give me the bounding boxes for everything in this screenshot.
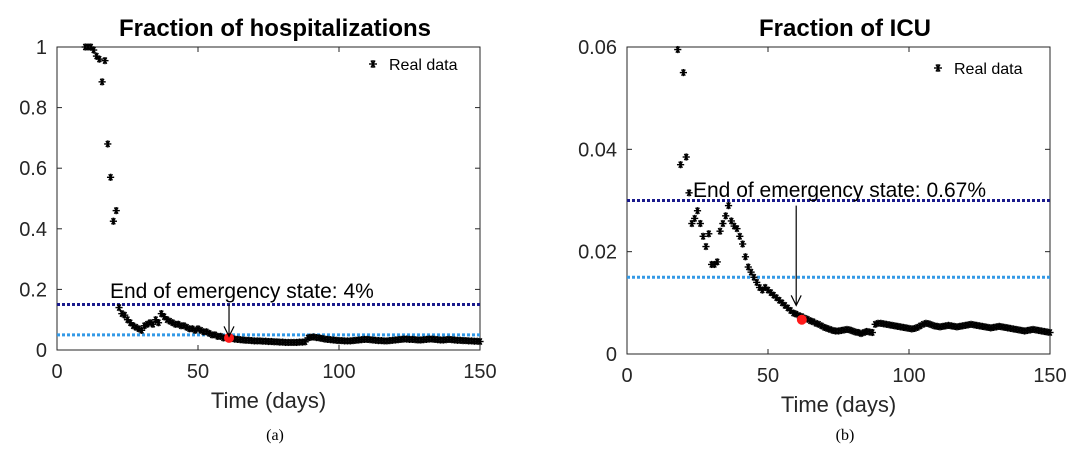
data-point bbox=[154, 319, 163, 327]
data-point bbox=[106, 173, 115, 181]
y-tick-label: 0.2 bbox=[19, 279, 47, 301]
chart-title: Fraction of hospitalizations bbox=[119, 15, 431, 42]
data-point bbox=[722, 212, 730, 220]
data-point bbox=[104, 140, 112, 148]
x-tick-label: 0 bbox=[51, 361, 62, 383]
data-series-real-data bbox=[674, 45, 1054, 338]
data-point bbox=[747, 268, 755, 276]
data-point bbox=[739, 240, 747, 248]
annotation-arrow-head bbox=[223, 326, 235, 338]
x-tick-label: 100 bbox=[322, 361, 355, 383]
data-point bbox=[705, 230, 713, 238]
data-point bbox=[679, 68, 687, 77]
data-point bbox=[101, 57, 109, 65]
data-point bbox=[871, 320, 879, 328]
subfigure-caption: (b) bbox=[836, 427, 855, 444]
y-tick-label: 0.8 bbox=[19, 98, 47, 120]
data-point bbox=[688, 219, 696, 228]
data-point bbox=[736, 232, 744, 240]
end-of-emergency-point bbox=[796, 314, 807, 325]
y-tick-label: 0.6 bbox=[19, 158, 47, 180]
legend-label: Real data bbox=[954, 61, 1023, 78]
data-point bbox=[693, 207, 702, 215]
y-tick-label: 0.04 bbox=[578, 139, 617, 161]
y-tick-label: 1 bbox=[36, 37, 47, 59]
x-axis-label: Time (days) bbox=[211, 388, 326, 413]
y-tick-label: 0.06 bbox=[578, 37, 617, 59]
data-point bbox=[775, 296, 783, 304]
x-tick-label: 100 bbox=[892, 365, 925, 387]
x-axis-label: Time (days) bbox=[781, 392, 896, 417]
y-tick-label: 0 bbox=[606, 344, 617, 366]
data-point bbox=[713, 258, 721, 266]
legend-marker bbox=[934, 64, 942, 72]
data-point bbox=[716, 227, 724, 235]
data-point bbox=[685, 189, 693, 197]
data-point bbox=[741, 253, 750, 261]
y-tick-label: 0 bbox=[36, 340, 47, 362]
data-point bbox=[476, 337, 484, 346]
x-tick-label: 0 bbox=[621, 365, 632, 387]
annotation-text: End of emergency state: 4% bbox=[110, 280, 374, 303]
chart-hospitalizations: 0 50 100 150 0 0.2 0.4 0.6 0.8 1 Fraction of hospi… bbox=[19, 15, 497, 444]
data-point bbox=[696, 219, 704, 228]
x-tick-label: 50 bbox=[187, 361, 209, 383]
x-tick-label: 150 bbox=[1033, 365, 1066, 387]
chart-icu: 0 50 100 150 0 0.02 0.04 0.06 Fraction of ICU Tim… bbox=[578, 15, 1067, 444]
data-point bbox=[1046, 328, 1054, 337]
x-tick-label: 150 bbox=[463, 361, 496, 383]
data-point bbox=[719, 219, 727, 228]
data-point bbox=[109, 217, 117, 225]
data-point bbox=[733, 225, 741, 233]
data-point bbox=[724, 202, 733, 210]
subfigure-caption: (a) bbox=[266, 427, 284, 444]
y-tick-label: 0.02 bbox=[578, 242, 617, 264]
data-series-real-data bbox=[81, 43, 484, 347]
annotation-text: End of emergency state: 0.67% bbox=[693, 179, 986, 202]
data-point bbox=[702, 242, 710, 251]
y-tick-label: 0.4 bbox=[19, 219, 47, 241]
data-point bbox=[682, 153, 690, 161]
chart-title: Fraction of ICU bbox=[759, 15, 931, 42]
data-point bbox=[112, 207, 120, 215]
end-of-emergency-point bbox=[224, 332, 235, 343]
data-point bbox=[98, 78, 106, 86]
plot-area-frame bbox=[56, 46, 481, 351]
legend-label: Real data bbox=[389, 57, 458, 74]
data-point bbox=[699, 232, 707, 240]
data-point bbox=[676, 161, 685, 169]
data-point bbox=[691, 214, 699, 223]
data-point bbox=[90, 46, 98, 54]
data-point bbox=[115, 303, 123, 312]
x-tick-label: 50 bbox=[757, 365, 779, 387]
data-point bbox=[868, 328, 876, 337]
annotation-arrow-head bbox=[790, 295, 802, 307]
data-point bbox=[674, 45, 682, 54]
data-point bbox=[95, 55, 103, 63]
data-point bbox=[149, 320, 157, 328]
legend-marker bbox=[369, 60, 377, 68]
